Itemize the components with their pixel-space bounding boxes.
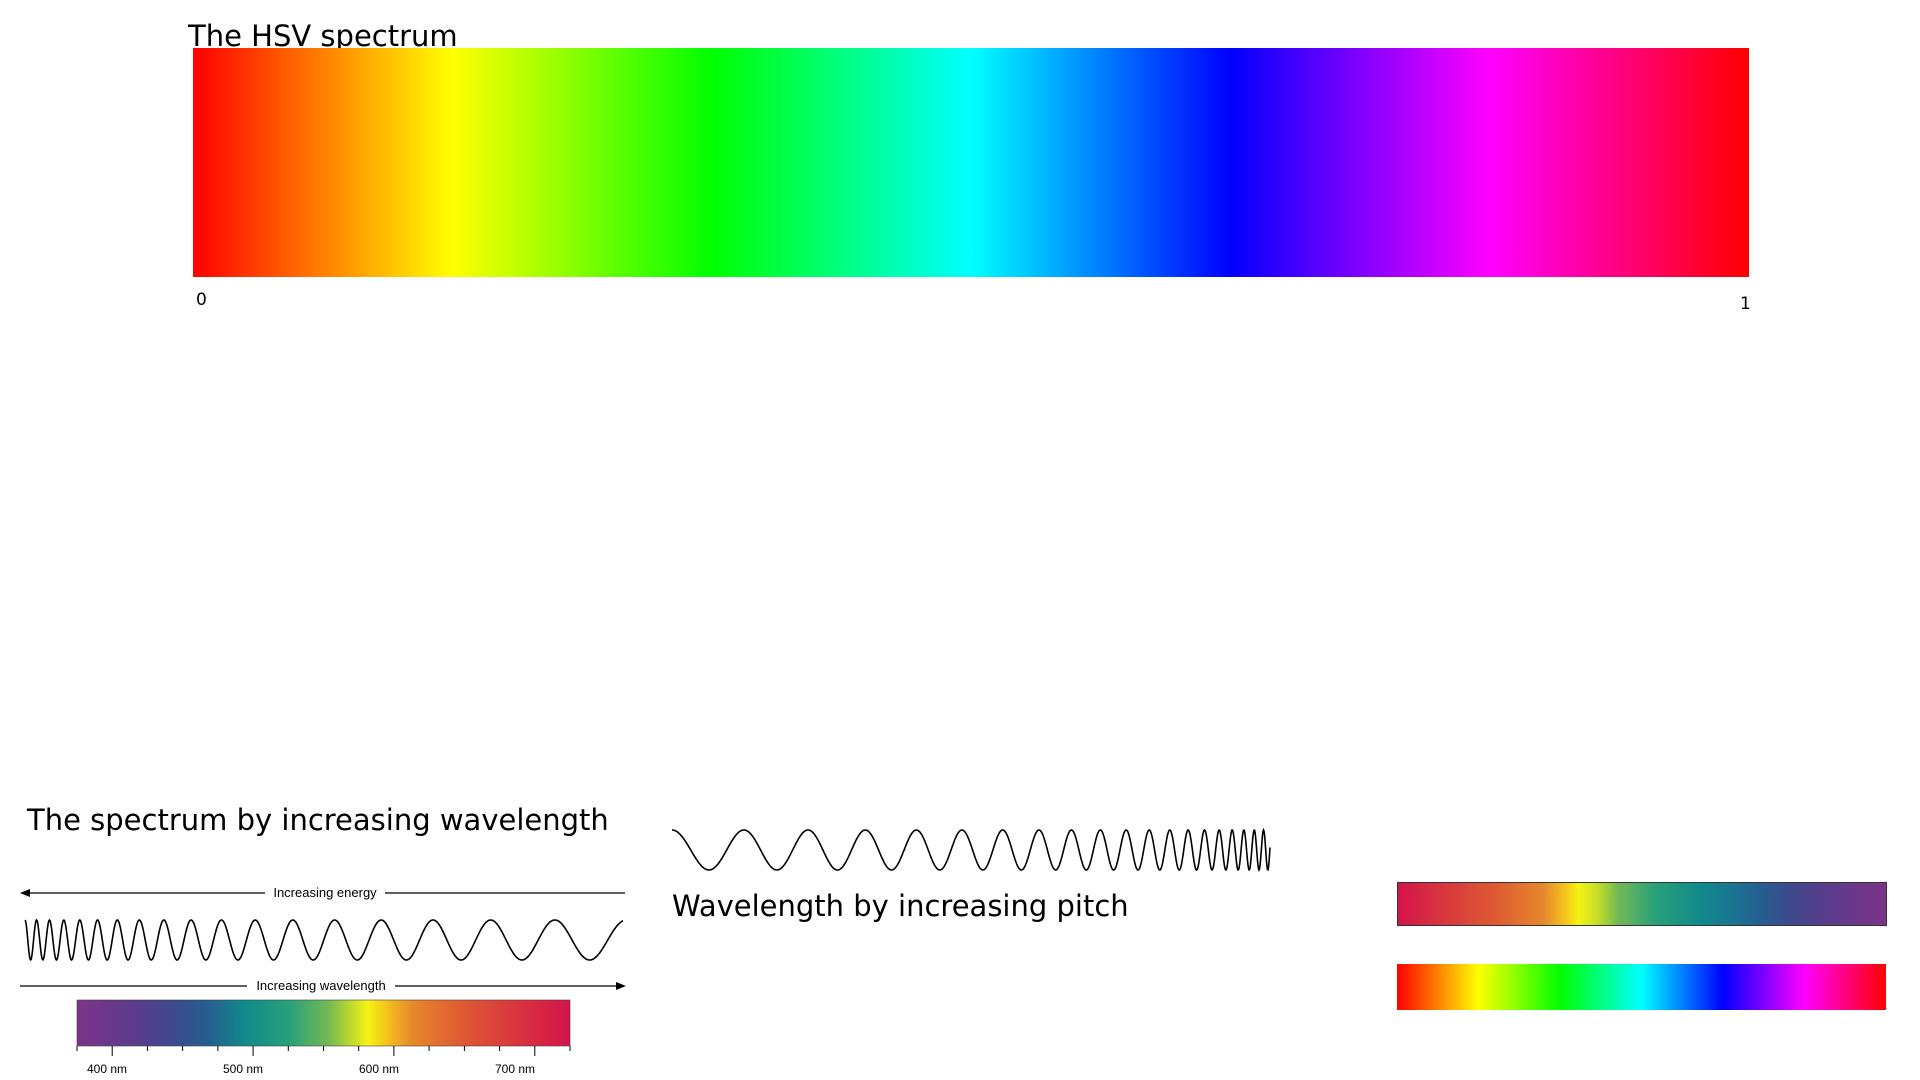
axis-tick-600: 600 nm (359, 1062, 399, 1076)
wavelength-label: Increasing wavelength (256, 978, 385, 993)
wavelength-arrowhead-icon (616, 982, 626, 990)
pitch-wave-line (672, 827, 1271, 872)
pitch-section-title: Wavelength by increasing pitch (672, 889, 1129, 923)
energy-arrowhead-icon (20, 889, 30, 897)
hsv-spectrum-title: The HSV spectrum (188, 19, 458, 53)
energy-label: Increasing energy (273, 885, 377, 900)
hsv-spectrum-bar (193, 48, 1749, 277)
wavelength-diagram: Increasing energy Increasing wavelength … (20, 885, 626, 1076)
wavelength-wave (24, 918, 624, 962)
visible-spectrum-bar (76, 999, 571, 1047)
hsv-tick-start: 0 (196, 290, 207, 310)
axis-tick-700: 700 nm (495, 1062, 535, 1076)
pitch-wave (672, 827, 1271, 872)
wavelength-section-title: The spectrum by increasing wavelength (27, 803, 609, 837)
hsv-spectrum-bar-right (1397, 964, 1886, 1010)
axis-tick-400: 400 nm (87, 1062, 127, 1076)
axis-tick-500: 500 nm (223, 1062, 263, 1076)
visible-spectrum-bar-right (1397, 882, 1887, 926)
hsv-tick-end: 1 (1740, 294, 1751, 314)
nm-axis-ticks (76, 1046, 571, 1056)
